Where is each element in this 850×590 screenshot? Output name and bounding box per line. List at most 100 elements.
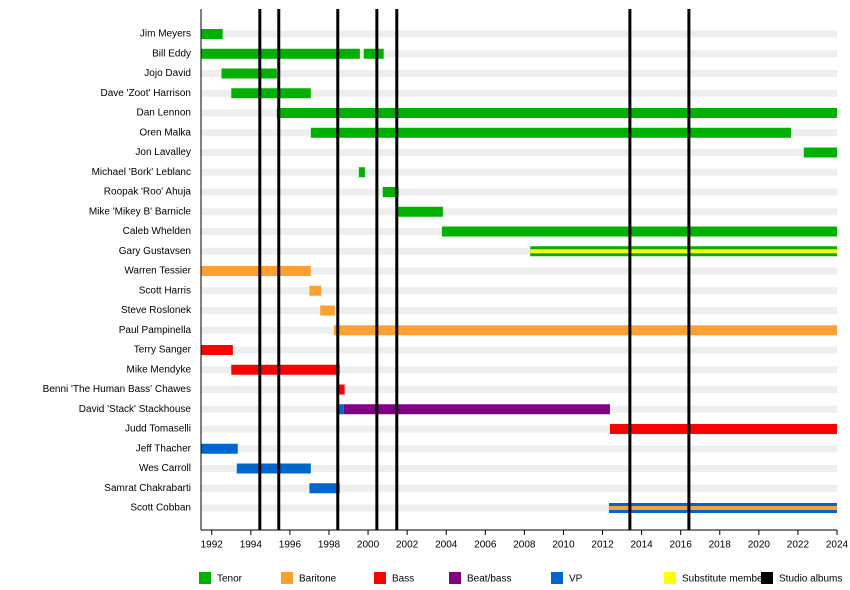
member-name: Scott Harris [139,285,191,296]
row-stripe [201,386,837,393]
span-bar [221,68,277,79]
span-bar [803,147,837,158]
member-name: Bill Eddy [152,48,191,59]
row-stripe [201,89,837,97]
secondary-bar [608,506,837,510]
row-stripe [201,188,837,196]
span-bar [338,384,345,395]
member-name: Gary Gustavsen [119,246,191,257]
member-name: Roopak 'Roo' Ahuja [104,187,192,198]
member-name: Mike Mendyke [127,364,192,375]
member-name: Benni 'The Human Bass' Chawes [43,384,191,395]
row-stripe [201,50,837,58]
member-name: Terry Sanger [134,345,192,356]
span-bar [338,404,344,415]
row-stripe [201,287,837,295]
member-name: Wes Carroll [139,463,191,474]
x-tick-label: 2024 [826,540,849,551]
x-tick-label: 1996 [279,540,302,551]
legend-swatch [449,572,461,584]
row-stripe [201,70,837,77]
legend-label: Beat/bass [467,574,511,585]
legend-label: Studio albums [779,574,842,585]
span-bar [441,226,837,237]
legend-label: Substitute member [682,574,767,585]
member-name: Warren Tessier [124,266,191,277]
span-bar [310,127,792,138]
row-stripe [201,504,837,512]
span-bar [231,88,311,99]
span-bar [358,167,365,178]
span-bar [201,266,311,276]
member-name: Jojo David [144,68,191,79]
row-stripe [201,208,837,216]
member-name: Jeff Thacher [136,443,192,454]
x-tick-label: 2000 [357,540,380,551]
x-tick-label: 2008 [513,540,536,551]
span-bar [397,206,443,217]
row-stripe [201,247,837,255]
x-tick-label: 2010 [552,540,575,551]
row-stripe [201,168,837,176]
x-tick-label: 2014 [630,540,653,551]
span-bar [201,29,223,39]
member-name: Jim Meyers [140,29,191,40]
legend-swatch [761,572,773,584]
member-name: Dan Lennon [137,108,192,119]
member-name: Steve Roslonek [121,305,192,316]
legend-swatch [374,572,386,584]
row-stripe [201,267,837,275]
span-bar [309,483,340,494]
span-bar [201,443,238,454]
x-tick-label: 1998 [318,540,341,551]
x-tick-label: 1992 [201,540,224,551]
member-name: Oren Malka [139,127,191,138]
secondary-bar [530,249,837,254]
legend-swatch [664,572,676,584]
row-stripe [201,346,837,354]
legend-label: Bass [392,574,414,585]
span-bar [382,187,399,197]
member-name: Scott Cobban [130,503,191,514]
member-name: Caleb Whelden [123,226,191,237]
row-stripe [201,465,837,472]
row-stripe [201,149,837,156]
row-stripe [201,30,837,38]
member-name: Samrat Chakrabarti [104,483,191,494]
legend-swatch [551,572,563,584]
span-bar [309,285,322,296]
x-tick-label: 1994 [240,540,263,551]
x-tick-label: 2002 [396,540,419,551]
x-tick-label: 2006 [474,540,497,551]
span-bar [333,325,837,336]
legend-swatch [199,572,211,584]
span-bar [276,108,837,118]
x-tick-label: 2022 [787,540,810,551]
member-name: Jon Lavalley [135,147,191,158]
row-stripe [201,484,837,492]
row-stripe [201,445,837,453]
span-bar [201,48,360,59]
x-tick-label: 2020 [748,540,771,551]
x-tick-label: 2016 [670,540,693,551]
span-bar [320,305,335,316]
legend-label: VP [569,574,583,585]
span-bar [363,48,384,59]
x-tick-label: 2012 [591,540,614,551]
member-name: Dave 'Zoot' Harrison [100,88,191,99]
member-name: David 'Stack' Stackhouse [79,404,192,415]
span-bar [236,463,311,474]
member-name: Paul Pampinella [119,325,192,336]
row-stripe [201,307,837,314]
legend-label: Tenor [217,574,243,585]
span-bar [201,345,233,355]
x-tick-label: 2018 [709,540,732,551]
member-name: Judd Tomaselli [125,424,191,435]
row-stripe [201,425,837,433]
legend-swatch [281,572,293,584]
span-bar [231,364,340,375]
span-bar [343,404,610,415]
member-name: Mike 'Mikey B' Barnicle [89,206,192,217]
legend-label: Baritone [299,574,337,585]
